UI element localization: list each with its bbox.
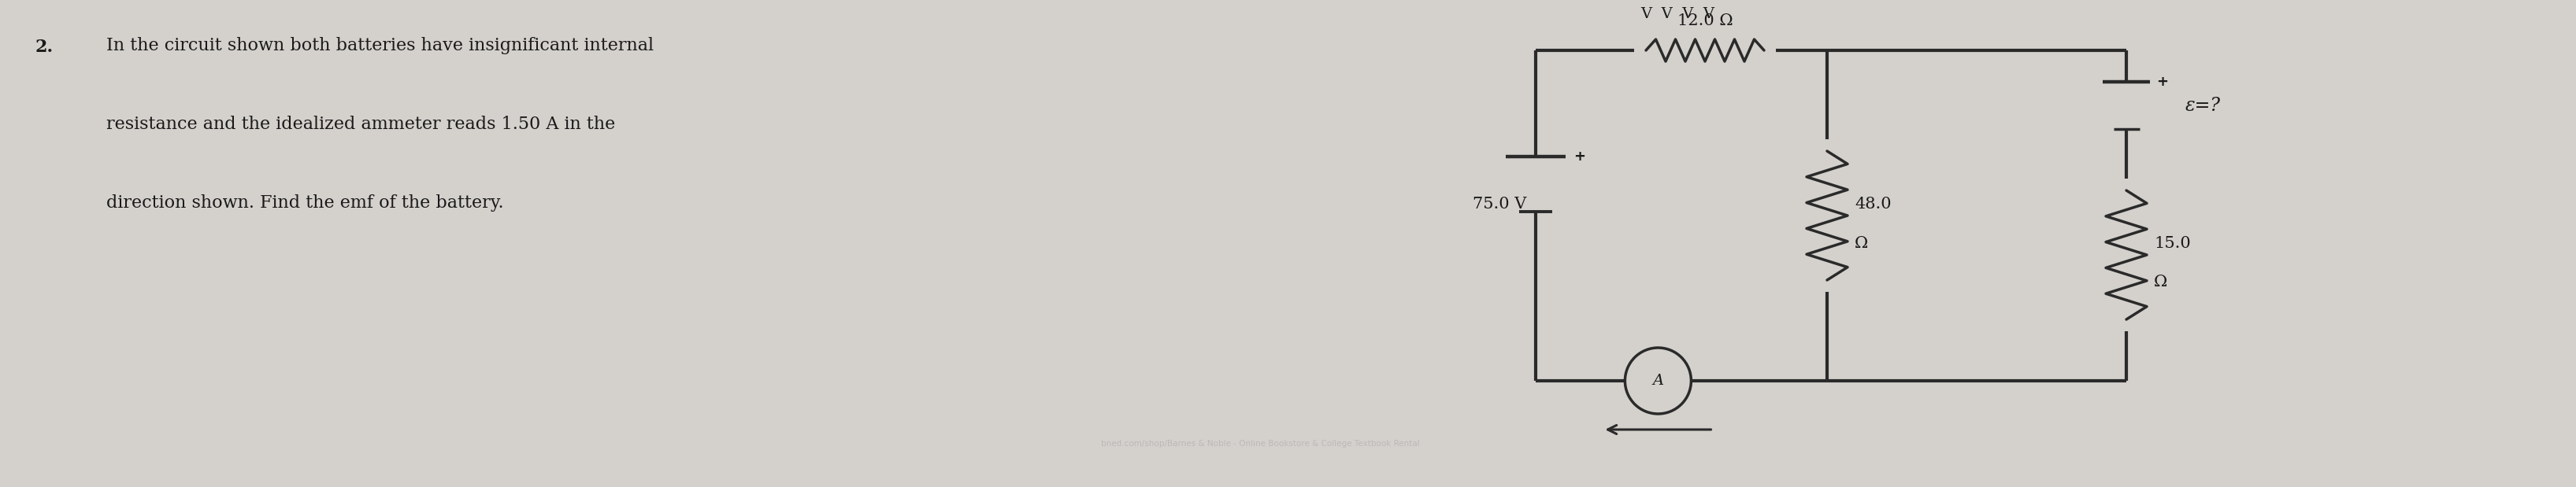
Text: 75.0 V: 75.0 V <box>1473 196 1525 211</box>
Text: 2.: 2. <box>36 38 54 56</box>
Text: resistance and the idealized ammeter reads 1.50 A in the: resistance and the idealized ammeter rea… <box>106 115 616 133</box>
Text: V  V  V  V: V V V V <box>1641 7 1716 21</box>
Text: 15.0: 15.0 <box>2154 236 2190 251</box>
Text: A: A <box>1651 374 1664 388</box>
Text: Ω: Ω <box>2154 275 2166 290</box>
Text: In the circuit shown both batteries have insignificant internal: In the circuit shown both batteries have… <box>106 37 654 54</box>
Text: direction shown. Find the emf of the battery.: direction shown. Find the emf of the bat… <box>106 194 505 212</box>
Text: Ω: Ω <box>1855 236 1868 251</box>
Text: 48.0: 48.0 <box>1855 196 1891 211</box>
Text: ε=?: ε=? <box>2184 96 2221 114</box>
Text: 12.0 Ω: 12.0 Ω <box>1677 13 1734 28</box>
Text: +: + <box>2156 75 2169 89</box>
Text: +: + <box>1574 150 1584 164</box>
Text: bned.com/shop/Barnes & Noble - Online Bookstore & College Textbook Rental: bned.com/shop/Barnes & Noble - Online Bo… <box>1100 440 1419 448</box>
